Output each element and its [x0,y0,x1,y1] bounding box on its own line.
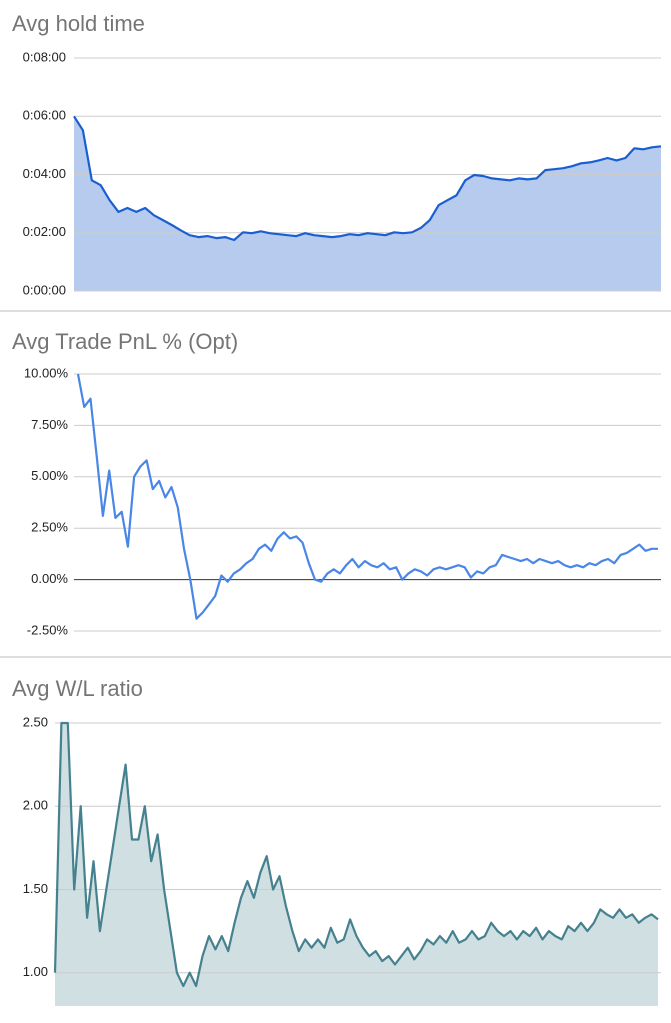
y-tick-label: 2.00 [23,798,48,813]
area [55,723,658,1006]
chart-title: Avg W/L ratio [12,676,143,701]
y-tick-label: -2.50% [27,622,69,637]
y-tick-label: 0:04:00 [23,166,66,181]
y-tick-label: 5.00% [31,468,68,483]
y-tick-label: 0:06:00 [23,108,66,123]
line [73,115,662,242]
y-tick-label: 0:02:00 [23,224,66,239]
y-tick-label: 2.50 [23,714,48,729]
y-tick-label: 10.00% [24,365,69,380]
y-tick-label: 0:00:00 [23,282,66,297]
chart-title: Avg Trade PnL % (Opt) [12,329,238,354]
line [53,721,659,988]
y-tick-label: 0.00% [31,571,68,586]
chart-title: Avg hold time [12,11,145,36]
area [74,116,661,291]
y-tick-label: 1.50 [23,881,48,896]
y-tick-label: 7.50% [31,417,68,432]
y-tick-label: 1.00 [23,964,48,979]
y-tick-label: 0:08:00 [23,49,66,64]
y-tick-label: 2.50% [31,520,68,535]
line [76,373,658,620]
